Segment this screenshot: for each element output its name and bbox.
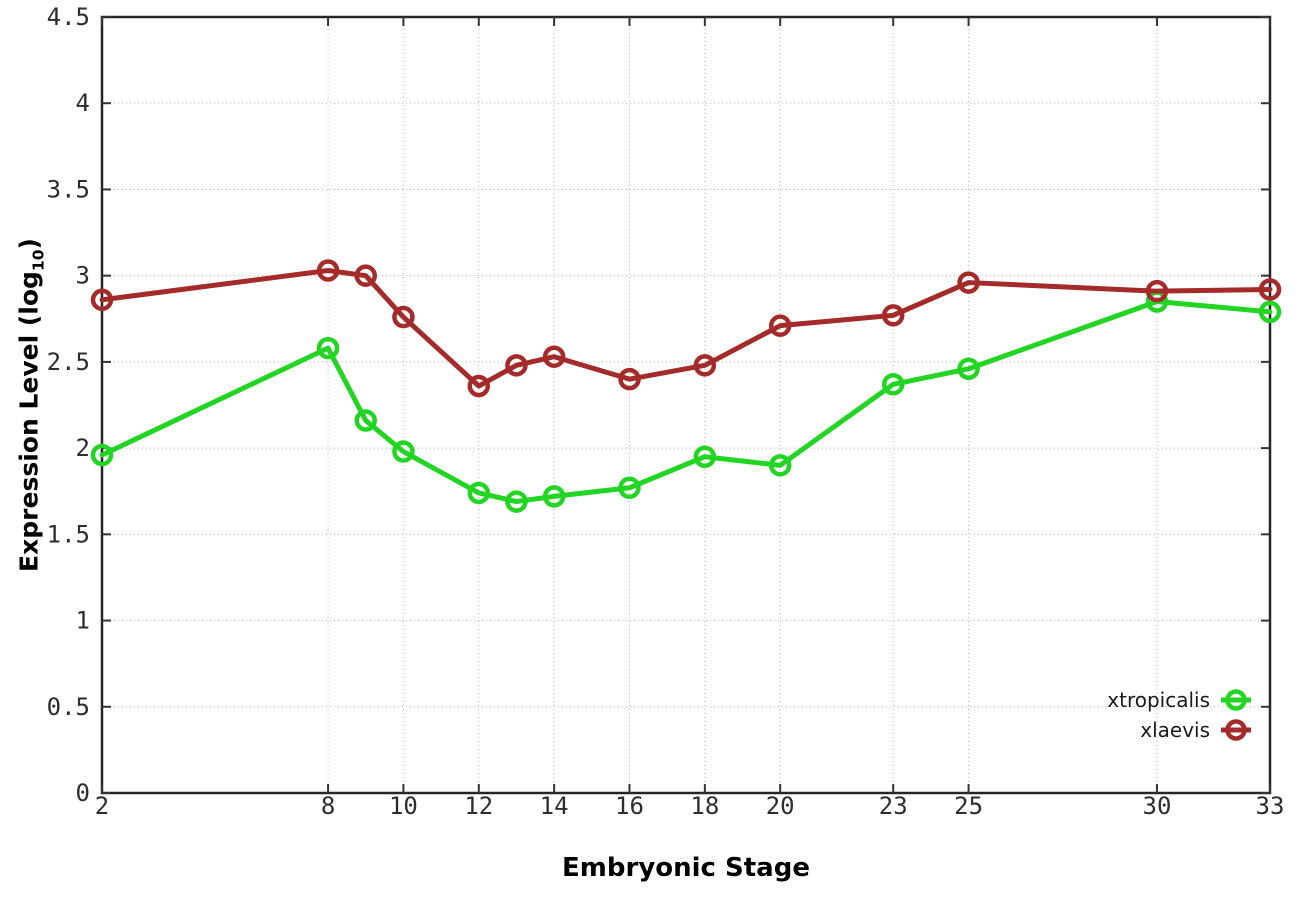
data-point-xlaevis <box>1145 279 1169 303</box>
x-tick-label: 20 <box>766 792 795 820</box>
data-point-xlaevis <box>90 288 114 312</box>
y-tick-label: 4.5 <box>47 3 90 31</box>
x-tick-label: 30 <box>1143 792 1172 820</box>
y-tick-label: 2 <box>76 434 90 462</box>
legend-item-xlaevis: xlaevis <box>1107 715 1252 745</box>
data-point-xtropicalis <box>467 481 491 505</box>
legend-item-xtropicalis: xtropicalis <box>1107 685 1252 715</box>
data-point-xlaevis <box>467 374 491 398</box>
y-tick-label: 1.5 <box>47 520 90 548</box>
legend-label-xtropicalis: xtropicalis <box>1107 688 1210 712</box>
y-tick-label: 1 <box>76 607 90 635</box>
legend-label-xlaevis: xlaevis <box>1140 718 1210 742</box>
data-point-xtropicalis <box>392 440 415 463</box>
x-tick-label: 23 <box>879 792 908 820</box>
data-point-xlaevis <box>618 367 641 391</box>
series-line-xlaevis <box>99 267 1273 389</box>
data-point-xlaevis <box>316 259 340 282</box>
data-point-xtropicalis <box>354 409 377 432</box>
data-point-xlaevis <box>354 264 377 287</box>
data-point-xtropicalis <box>90 443 114 467</box>
data-point-xlaevis <box>693 354 717 377</box>
data-point-xlaevis <box>768 314 792 337</box>
y-tick-label: 2.5 <box>47 348 90 376</box>
data-point-xtropicalis <box>618 476 641 500</box>
data-point-xtropicalis <box>693 445 717 468</box>
data-point-xlaevis <box>1258 278 1282 301</box>
y-axis-title-suffix: ) <box>14 238 44 250</box>
x-tick-label: 2 <box>95 792 109 820</box>
x-tick-label: 18 <box>690 792 719 820</box>
y-axis-title-subscript: 10 <box>29 249 48 272</box>
x-tick-label: 16 <box>615 792 644 820</box>
data-point-xtropicalis <box>542 485 566 508</box>
y-tick-label: 4 <box>76 89 90 117</box>
x-tick-label: 14 <box>540 792 569 820</box>
data-point-xtropicalis <box>1258 300 1282 324</box>
y-tick-label: 0.5 <box>47 693 90 721</box>
x-tick-label: 12 <box>464 792 493 820</box>
y-tick-label: 0 <box>76 779 90 807</box>
series-line-xtropicalis <box>99 299 1273 505</box>
x-tick-label: 33 <box>1256 792 1285 820</box>
x-tick-label: 8 <box>321 792 335 820</box>
data-point-xlaevis <box>881 304 905 327</box>
data-point-xlaevis <box>957 271 980 294</box>
data-point-xtropicalis <box>957 357 980 381</box>
y-tick-label: 3.5 <box>47 175 90 203</box>
y-tick-label: 3 <box>76 262 90 290</box>
legend-marker-icon-xlaevis <box>1221 719 1251 741</box>
x-axis-title: Embryonic Stage <box>562 853 810 883</box>
data-point-xlaevis <box>392 305 415 329</box>
x-tick-label: 25 <box>954 792 983 820</box>
data-point-xtropicalis <box>881 373 905 396</box>
legend: xtropicalis xlaevis <box>1107 685 1252 745</box>
y-axis-title: Expression Level (log10) <box>15 238 48 572</box>
y-axis-title-text: Expression Level (log <box>14 271 44 572</box>
data-point-xtropicalis <box>316 336 340 360</box>
data-point-xtropicalis <box>505 490 528 513</box>
data-point-xtropicalis <box>768 454 792 477</box>
plot-border <box>100 15 1272 795</box>
legend-marker-icon-xtropicalis <box>1221 689 1251 711</box>
data-point-xlaevis <box>542 345 566 368</box>
data-point-xlaevis <box>505 354 528 377</box>
x-tick-label: 10 <box>389 792 418 820</box>
